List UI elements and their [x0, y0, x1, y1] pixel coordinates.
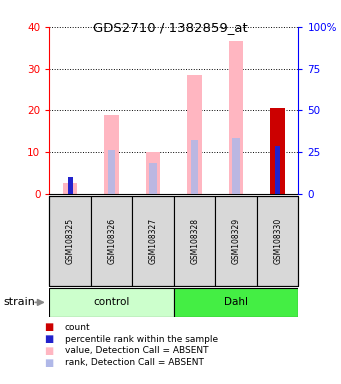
Bar — [91, 196, 132, 286]
Text: GDS2710 / 1382859_at: GDS2710 / 1382859_at — [93, 21, 248, 34]
Text: GSM108327: GSM108327 — [149, 218, 158, 264]
Bar — [104, 114, 119, 194]
Bar — [174, 196, 216, 286]
Text: ■: ■ — [44, 358, 54, 368]
Bar — [146, 152, 160, 194]
Bar — [63, 184, 77, 194]
Text: GSM108328: GSM108328 — [190, 218, 199, 264]
Bar — [68, 177, 73, 194]
Bar — [191, 140, 198, 194]
Bar — [132, 196, 174, 286]
Text: GSM108326: GSM108326 — [107, 218, 116, 264]
Bar — [275, 146, 280, 194]
Bar — [233, 137, 240, 194]
Bar — [229, 41, 243, 194]
Text: control: control — [93, 297, 130, 308]
Text: ■: ■ — [44, 334, 54, 344]
Text: ■: ■ — [44, 346, 54, 356]
Text: GSM108330: GSM108330 — [273, 218, 282, 264]
Text: rank, Detection Call = ABSENT: rank, Detection Call = ABSENT — [65, 358, 204, 367]
Bar — [174, 288, 298, 317]
Text: Dahl: Dahl — [224, 297, 248, 308]
Text: strain: strain — [3, 297, 35, 308]
Bar — [188, 75, 202, 194]
Text: count: count — [65, 323, 90, 332]
Bar — [49, 196, 91, 286]
Bar — [108, 150, 115, 194]
Text: percentile rank within the sample: percentile rank within the sample — [65, 334, 218, 344]
Bar — [149, 162, 157, 194]
Bar — [216, 196, 257, 286]
Bar — [257, 196, 298, 286]
Bar — [270, 108, 285, 194]
Bar — [49, 288, 174, 317]
Text: ■: ■ — [44, 322, 54, 332]
Text: value, Detection Call = ABSENT: value, Detection Call = ABSENT — [65, 346, 208, 356]
Text: GSM108329: GSM108329 — [232, 218, 241, 264]
Text: GSM108325: GSM108325 — [66, 218, 75, 264]
